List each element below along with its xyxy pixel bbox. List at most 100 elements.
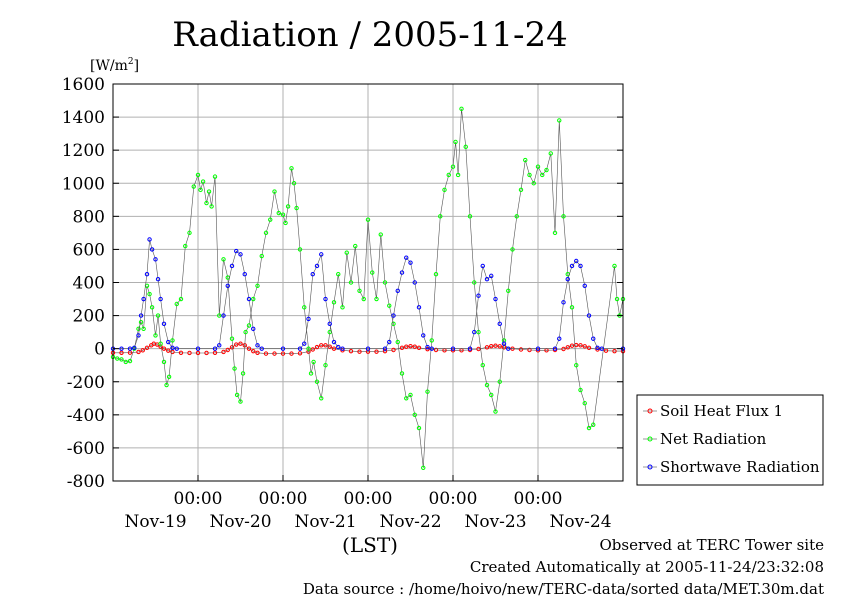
data-point (204, 350, 209, 356)
data-point (535, 346, 541, 351)
data-point (484, 276, 490, 282)
data-point (450, 346, 456, 351)
y-tick-label: -600 (67, 439, 105, 459)
data-point (497, 379, 502, 384)
data-point (119, 346, 124, 351)
y-axis-unit-label: [W/m2] (90, 57, 139, 74)
data-point (425, 344, 430, 350)
data-point (506, 288, 511, 293)
data-point (586, 345, 592, 351)
data-point (476, 293, 481, 298)
data-point (582, 401, 587, 406)
data-point (155, 276, 161, 282)
footer-observed: Observed at TERC Tower site (599, 536, 824, 554)
data-point (251, 296, 256, 302)
data-point (353, 243, 358, 249)
data-point (294, 205, 299, 211)
data-point (552, 346, 558, 351)
data-point (115, 356, 120, 361)
data-point (518, 187, 524, 193)
data-point (174, 301, 179, 307)
data-point (476, 346, 481, 352)
data-point (158, 341, 163, 346)
data-point (243, 329, 248, 335)
x-axis-label: (LST) (342, 533, 398, 557)
data-point (217, 343, 222, 348)
data-point (136, 333, 141, 338)
data-point (136, 326, 141, 332)
data-point (416, 425, 422, 431)
data-point (314, 263, 320, 269)
data-point (484, 382, 490, 388)
data-point (455, 172, 461, 178)
data-point (421, 465, 426, 470)
data-point (195, 172, 201, 178)
series-line (113, 239, 623, 350)
data-point (582, 344, 587, 349)
data-point (497, 344, 502, 349)
y-tick-label: 800 (73, 207, 105, 227)
data-point (174, 346, 179, 351)
data-point (404, 344, 409, 349)
data-point (234, 392, 240, 398)
data-point (164, 382, 169, 388)
data-point (514, 214, 519, 219)
data-point (425, 346, 430, 352)
data-point (276, 210, 281, 216)
data-point (153, 333, 158, 338)
data-point (540, 172, 545, 178)
data-point (408, 260, 413, 265)
data-point (429, 346, 434, 351)
footer-source: Data source : /home/hoivo/new/TERC-data/… (302, 580, 824, 598)
data-point (382, 346, 388, 351)
data-point (221, 349, 226, 355)
data-point (429, 338, 434, 343)
data-point (323, 363, 328, 368)
data-point (155, 313, 161, 318)
data-point (565, 345, 570, 350)
data-point (557, 118, 562, 123)
data-point (280, 346, 286, 351)
data-point (306, 346, 311, 351)
data-point (493, 409, 498, 414)
x-tick-label: 00:00 (514, 489, 563, 509)
data-point (463, 144, 468, 150)
data-point (527, 347, 532, 353)
y-tick-label: 400 (73, 274, 105, 294)
data-point (374, 349, 379, 354)
data-point (136, 349, 141, 355)
data-point (319, 396, 324, 401)
grid-layer (113, 84, 623, 481)
data-point (147, 237, 152, 242)
data-point (280, 212, 286, 217)
legend-marker (647, 436, 653, 442)
data-point (263, 351, 269, 356)
legend-label: Soil Heat Flux 1 (660, 402, 783, 420)
data-point (238, 399, 243, 404)
data-point (302, 341, 307, 346)
data-point (510, 247, 515, 252)
data-point (141, 296, 146, 302)
data-point (217, 313, 222, 318)
x-day-label: Nov-19 (124, 512, 186, 532)
data-point (489, 343, 494, 349)
data-point (187, 230, 192, 236)
data-point (569, 343, 575, 348)
x-day-label: Nov-21 (294, 512, 356, 532)
data-point (552, 230, 558, 236)
data-point (234, 248, 239, 254)
data-point (144, 272, 150, 277)
y-tick-label: -800 (67, 472, 105, 492)
data-point (204, 200, 209, 206)
data-point (302, 305, 307, 310)
data-point (391, 321, 396, 327)
data-point (561, 346, 566, 352)
data-point (306, 316, 311, 322)
data-point (268, 217, 273, 222)
data-point (140, 348, 145, 353)
data-point (310, 347, 315, 352)
data-point (178, 350, 184, 356)
data-point (255, 350, 260, 356)
data-point (123, 359, 128, 365)
data-point (453, 139, 458, 145)
